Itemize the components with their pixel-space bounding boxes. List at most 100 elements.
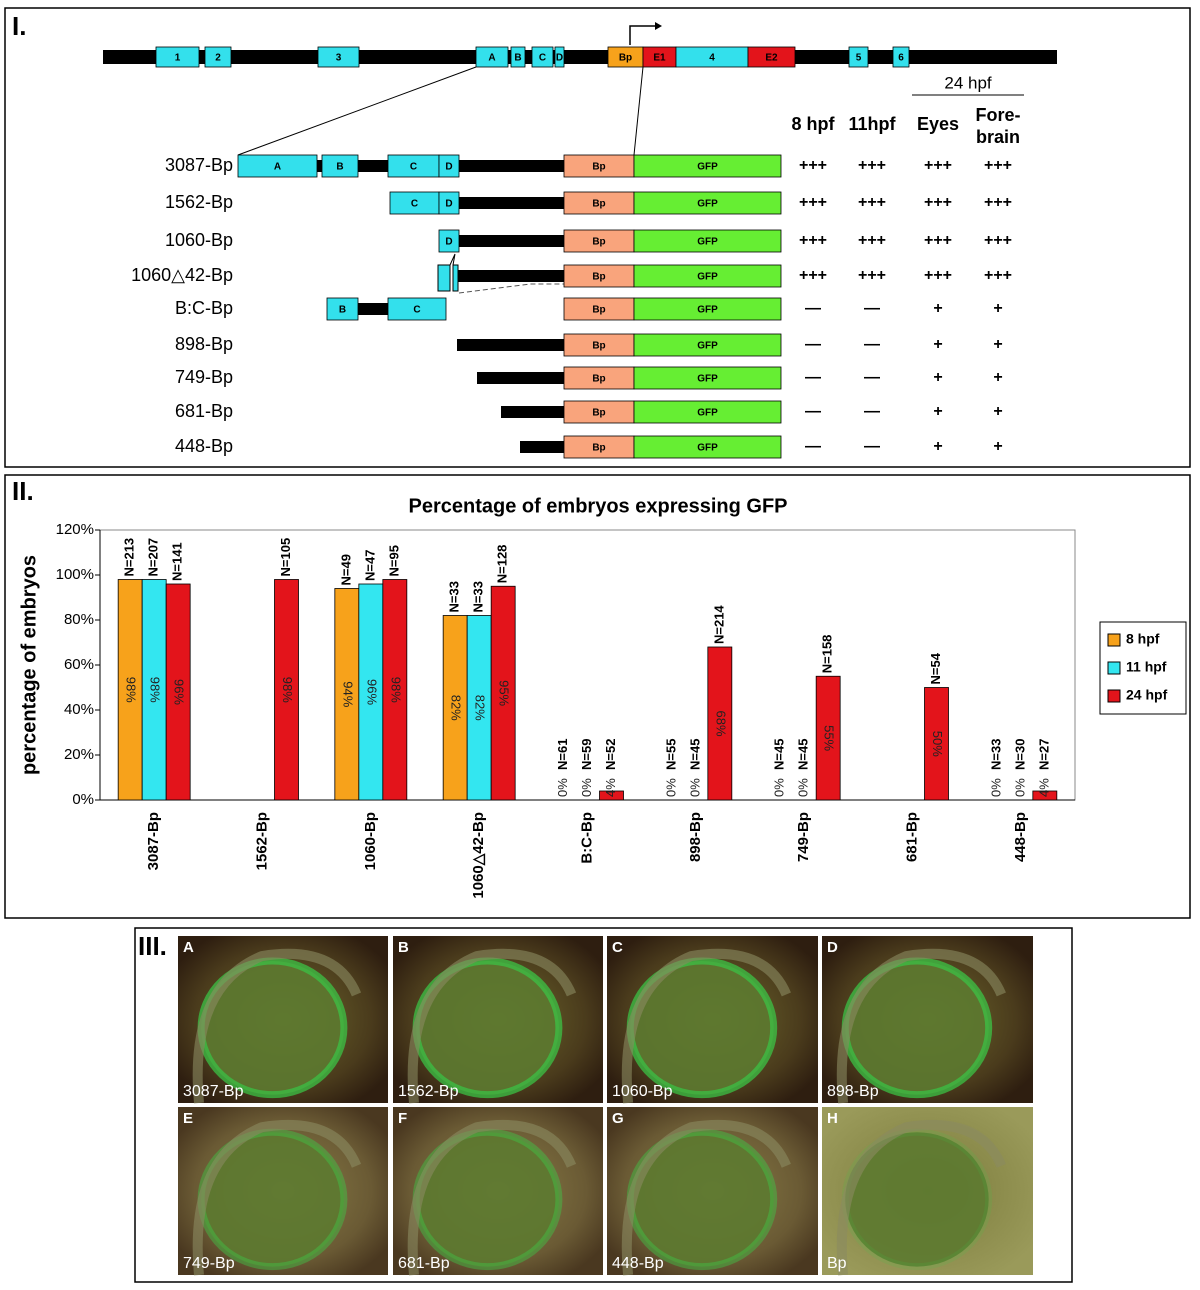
y-tick-label: 0%	[72, 791, 94, 808]
embryo-image: B 1562-Bp	[393, 936, 603, 1104]
expression-result: —	[805, 438, 821, 455]
x-tick-label: 1060-Bp	[362, 812, 379, 870]
embryo-body	[192, 948, 362, 1104]
expression-result: —	[864, 336, 880, 353]
value-label: 95%	[497, 680, 512, 706]
image-caption: 3087-Bp	[183, 1083, 244, 1100]
y-tick-label: 20%	[64, 746, 94, 763]
expression-result: +++	[799, 157, 827, 174]
exon	[317, 46, 360, 68]
deletion-mark	[449, 253, 456, 266]
element-label: C	[411, 199, 418, 210]
embryo-image: G 448-Bp	[607, 1107, 818, 1276]
exon-label: 5	[856, 53, 862, 64]
panel-label: III.	[138, 931, 167, 961]
element-label: GFP	[697, 199, 718, 210]
construct-line	[501, 406, 564, 418]
element-label: Bp	[592, 237, 605, 248]
bar	[165, 583, 191, 801]
exon-label: Bp	[619, 53, 632, 64]
n-label: N=33	[447, 581, 462, 612]
panel-frame	[4, 7, 1191, 468]
legend-label: 8 hpf	[1126, 631, 1160, 647]
element-label: GFP	[697, 374, 718, 385]
x-tick-label: 448-Bp	[1012, 812, 1029, 862]
value-label: 0%	[579, 778, 594, 797]
bar	[117, 579, 143, 801]
chart-title: Percentage of embryos expressing GFP	[408, 495, 787, 517]
value-label: 82%	[449, 695, 464, 721]
n-label: N=45	[796, 739, 811, 770]
construct-element	[633, 154, 782, 178]
column-header: 8 hpf	[792, 114, 836, 134]
n-label: N=49	[338, 554, 353, 585]
embryo-image: H Bp	[822, 1107, 1033, 1276]
construct-element	[326, 297, 359, 321]
bar	[707, 646, 733, 801]
value-label: 96%	[172, 679, 187, 705]
value-label: 50%	[930, 731, 945, 757]
value-label: 94%	[340, 681, 355, 707]
construct-name: 3087-Bp	[165, 155, 233, 175]
image-caption: Bp	[827, 1255, 847, 1272]
element-label: GFP	[697, 305, 718, 316]
construct-line	[457, 339, 564, 351]
image-caption: 898-Bp	[827, 1083, 879, 1100]
embryo-body	[836, 1119, 1006, 1276]
value-label: 0%	[772, 778, 787, 797]
n-label: N=33	[471, 581, 486, 612]
stage-header: 24 hpf	[944, 73, 992, 92]
bar	[466, 615, 492, 801]
construct-line	[458, 270, 564, 282]
n-label: N=59	[579, 739, 594, 770]
n-label: N=141	[170, 542, 185, 581]
y-tick-label: 40%	[64, 701, 94, 718]
bar	[274, 579, 299, 801]
n-label: N=45	[687, 739, 702, 770]
embryo-body	[407, 948, 577, 1104]
value-label: 96%	[364, 679, 379, 705]
embryo-image: A 3087-Bp	[178, 936, 388, 1104]
exon	[510, 46, 526, 68]
exon	[204, 46, 232, 68]
n-label: N=45	[772, 739, 787, 770]
construct-element	[633, 229, 782, 253]
value-label: 98%	[124, 677, 139, 703]
expression-result: +	[993, 403, 1002, 420]
expression-result: +	[933, 336, 942, 353]
construct-element	[438, 191, 460, 215]
expression-result: —	[864, 300, 880, 317]
x-tick-label: 749-Bp	[795, 812, 812, 862]
exon-label: B	[514, 53, 521, 64]
exon	[155, 46, 200, 68]
expression-result: +++	[858, 194, 886, 211]
x-tick-label: 3087-Bp	[145, 812, 162, 870]
embryo-body	[621, 948, 791, 1104]
element-label: Bp	[592, 199, 605, 210]
image-letter: F	[398, 1110, 407, 1127]
element-label: Bp	[592, 374, 605, 385]
value-label: 82%	[473, 695, 488, 721]
tss-arrow	[629, 25, 655, 45]
expression-result: —	[805, 369, 821, 386]
element-label: D	[445, 162, 452, 173]
column-header: Eyes	[917, 114, 959, 134]
y-tick-label: 120%	[56, 521, 94, 538]
construct-element	[237, 154, 318, 178]
element-label: GFP	[697, 272, 718, 283]
image-caption: 448-Bp	[612, 1255, 664, 1272]
construct-element	[633, 366, 782, 390]
element-label: Bp	[592, 341, 605, 352]
expression-result: +++	[924, 157, 952, 174]
construct-line	[439, 235, 564, 247]
construct-name: 1060-Bp	[165, 230, 233, 250]
construct-element	[633, 297, 782, 321]
element-label: GFP	[697, 162, 718, 173]
image-letter: G	[612, 1110, 624, 1127]
element-label: GFP	[697, 341, 718, 352]
exon	[848, 46, 869, 68]
element-label: C	[410, 162, 417, 173]
n-label: N=54	[928, 652, 943, 684]
deletion-box	[452, 264, 459, 292]
